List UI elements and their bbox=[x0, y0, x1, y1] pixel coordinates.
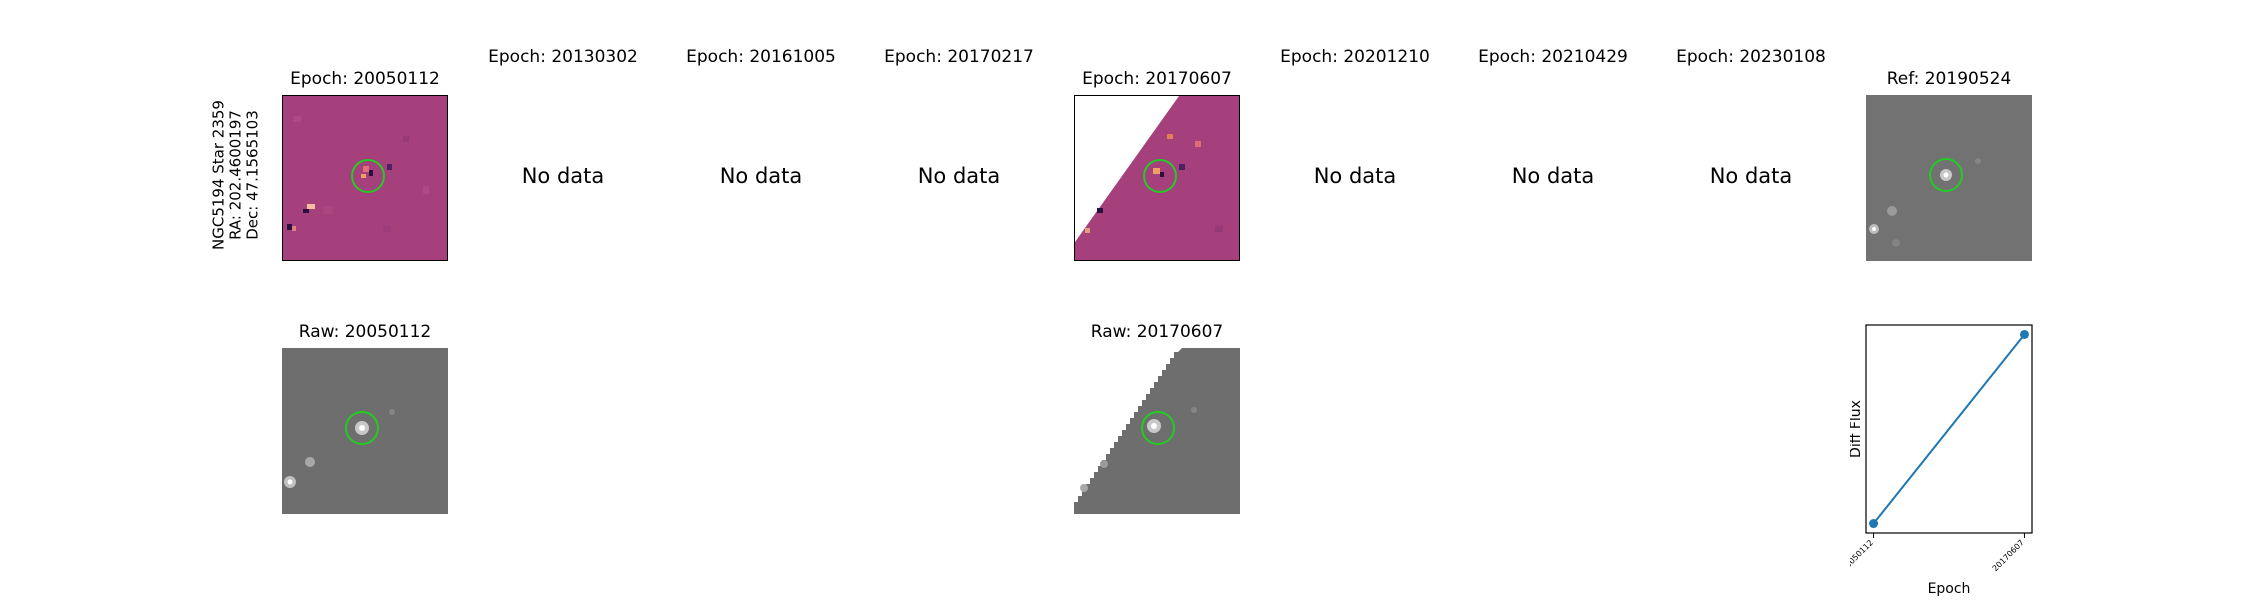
epoch-title-8: Epoch: 20230108 bbox=[1676, 47, 1826, 67]
x-tick-label-20170607: 20170607 bbox=[1991, 538, 2026, 573]
light-curve-chart: 20050112 20170607 Epoch Diff Flux bbox=[1850, 324, 2033, 597]
data-point-20050112 bbox=[1869, 519, 1879, 529]
reference-image bbox=[1866, 95, 2032, 261]
no-data-label-6: No data bbox=[1313, 164, 1397, 188]
diff-image-20170607 bbox=[1074, 95, 1240, 261]
ref-title: Ref: 20190524 bbox=[1886, 69, 2012, 89]
x-axis-label: Epoch bbox=[1928, 581, 1971, 597]
no-data-label-2: No data bbox=[521, 164, 605, 188]
no-data-label-4: No data bbox=[917, 164, 1001, 188]
raw-title-20050112: Raw: 20050112 bbox=[298, 322, 432, 342]
epoch-title-5: Epoch: 20170607 bbox=[1082, 69, 1232, 89]
epoch-title-6: Epoch: 20201210 bbox=[1280, 47, 1430, 67]
no-data-label-3: No data bbox=[719, 164, 803, 188]
epoch-title-7: Epoch: 20210429 bbox=[1478, 47, 1628, 67]
no-data-label-8: No data bbox=[1709, 164, 1793, 188]
raw-image-20170607 bbox=[1074, 348, 1240, 514]
target-ra: RA: 202.4600197 bbox=[226, 110, 245, 240]
diff-image-20050112 bbox=[282, 95, 448, 261]
plot-frame bbox=[1865, 324, 2033, 534]
data-point-20170607 bbox=[2019, 329, 2029, 339]
raw-title-20170607: Raw: 20170607 bbox=[1090, 322, 1224, 342]
x-tick-label-20050112: 20050112 bbox=[1850, 538, 1875, 573]
series-line bbox=[1872, 333, 2026, 525]
epoch-title-3: Epoch: 20161005 bbox=[686, 47, 836, 67]
epoch-title-1: Epoch: 20050112 bbox=[290, 69, 440, 89]
epoch-title-2: Epoch: 20130302 bbox=[488, 47, 638, 67]
target-name: NGC5194 Star 2359 bbox=[209, 100, 228, 250]
raw-image-20050112 bbox=[282, 348, 448, 514]
epoch-title-4: Epoch: 20170217 bbox=[884, 47, 1034, 67]
target-dec: Dec: 47.1565103 bbox=[243, 110, 262, 240]
no-data-label-7: No data bbox=[1511, 164, 1595, 188]
y-axis-label: Diff Flux bbox=[1850, 400, 1864, 458]
